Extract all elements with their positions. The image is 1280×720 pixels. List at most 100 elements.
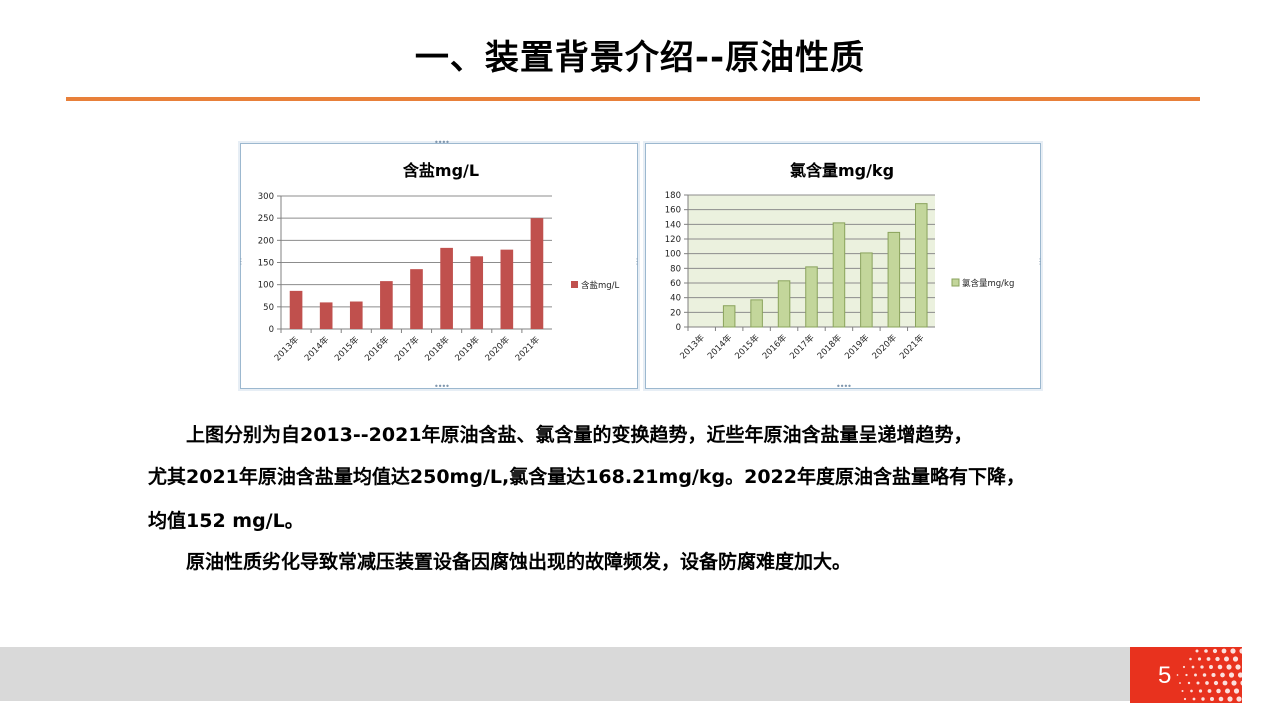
- footer-bar: [0, 647, 1130, 701]
- bar-2021年: [530, 218, 544, 329]
- bar-2020年: [887, 231, 901, 328]
- resize-handle-left[interactable]: ⋮: [237, 257, 245, 266]
- y-tick-label-5: 100: [665, 250, 681, 260]
- x-tick-label-6: 2019年: [453, 334, 482, 363]
- legend-label: 含盐mg/L: [581, 280, 620, 291]
- dot: [1227, 696, 1233, 702]
- paragraph-1-line-2: 尤其2021年原油含盐量均值达250mg/L,氯含量达168.21mg/kg。2…: [148, 466, 1025, 488]
- dot: [1240, 680, 1242, 686]
- dot: [1181, 689, 1184, 693]
- x-tick-label-8: 2021年: [513, 334, 542, 363]
- x-tick-label-5: 2018年: [423, 334, 452, 363]
- y-tick-label-1: 50: [263, 303, 274, 313]
- dot: [1215, 656, 1220, 662]
- x-tick-label-6: 2019年: [842, 332, 871, 361]
- dot: [1228, 672, 1235, 678]
- dot: [1221, 648, 1227, 654]
- x-tick-label-3: 2016年: [760, 332, 789, 361]
- dot: [1239, 648, 1242, 654]
- resize-handle-right[interactable]: ⋮: [633, 257, 641, 266]
- dot: [1218, 696, 1224, 702]
- dot: [1205, 681, 1209, 685]
- paragraph-1-line-3: 均值152 mg/L。: [148, 510, 304, 532]
- bar-2015年: [349, 301, 363, 329]
- dot: [1192, 697, 1196, 701]
- y-tick-label-3: 150: [258, 259, 274, 269]
- y-tick-label-6: 300: [258, 192, 274, 202]
- dot: [1207, 689, 1212, 693]
- dot: [1217, 664, 1223, 670]
- x-tick-label-8: 2021年: [897, 332, 926, 361]
- dot: [1231, 680, 1237, 686]
- dot: [1185, 673, 1188, 677]
- bar-2016年: [777, 280, 791, 328]
- resize-handle-right[interactable]: ⋮: [1036, 257, 1044, 266]
- dot: [1230, 648, 1236, 654]
- x-tick-label-4: 2017年: [393, 334, 422, 363]
- y-tick-label-7: 140: [665, 220, 681, 230]
- dot: [1222, 680, 1228, 686]
- bar-2019年: [860, 252, 873, 328]
- x-tick-label-4: 2017年: [788, 332, 817, 361]
- bar-2021年: [915, 203, 928, 328]
- dot: [1196, 681, 1200, 685]
- paragraph-1-line-1: 上图分别为自2013--2021年原油含盐、氯含量的变换趋势，近些年原油含盐量呈…: [186, 424, 973, 446]
- x-tick-label-7: 2020年: [870, 332, 899, 361]
- dot: [1182, 665, 1186, 669]
- bar-2015年: [750, 299, 763, 328]
- dot: [1179, 682, 1181, 684]
- legend-label: 氯含量mg/kg: [962, 278, 1014, 289]
- x-tick-label-0: 2013年: [272, 334, 301, 363]
- dot: [1237, 672, 1242, 678]
- dot: [1226, 664, 1232, 670]
- dot: [1210, 697, 1214, 701]
- y-tick-label-2: 100: [258, 281, 274, 291]
- bar-2017年: [805, 266, 818, 328]
- dot: [1216, 688, 1221, 694]
- dot: [1194, 673, 1197, 677]
- bar-2018年: [832, 222, 846, 328]
- bar-2020年: [500, 249, 514, 329]
- dot: [1190, 689, 1193, 693]
- legend-swatch: [571, 281, 578, 288]
- dot: [1204, 649, 1208, 653]
- x-tick-label-3: 2016年: [362, 334, 391, 363]
- dot: [1211, 672, 1216, 678]
- bar-2019年: [470, 256, 484, 329]
- y-tick-label-1: 20: [670, 308, 681, 318]
- dot: [1183, 697, 1187, 701]
- y-tick-label-0: 0: [676, 323, 681, 333]
- y-tick-label-8: 160: [665, 206, 681, 216]
- title-underline: [66, 97, 1200, 101]
- dot: [1198, 689, 1203, 693]
- x-tick-label-2: 2015年: [332, 334, 361, 363]
- dot: [1209, 665, 1213, 669]
- bar-2013年: [289, 290, 303, 329]
- legend-swatch: [951, 278, 960, 287]
- dot: [1191, 665, 1195, 669]
- x-tick-label-7: 2020年: [483, 334, 512, 363]
- dot: [1189, 657, 1192, 661]
- paragraph-2: 原油性质劣化导致常减压装置设备因腐蚀出现的故障频发，设备防腐难度加大。: [186, 551, 852, 573]
- dot: [1213, 680, 1219, 686]
- dot: [1187, 681, 1191, 685]
- chart-title: 含盐mg/L: [403, 161, 479, 180]
- slide-title: 一、装置背景介绍--原油性质: [414, 38, 866, 78]
- y-tick-label-2: 40: [670, 294, 681, 304]
- x-tick-label-0: 2013年: [678, 332, 707, 361]
- bar-2018年: [440, 247, 453, 329]
- resize-handle-bottom[interactable]: ••••: [434, 382, 450, 391]
- chart-title: 氯含量mg/kg: [790, 161, 894, 180]
- resize-handle-top[interactable]: ••••: [434, 138, 450, 147]
- bar-2014年: [722, 305, 736, 328]
- bar-2017年: [410, 269, 423, 329]
- salt-chart-frame[interactable]: 含盐mg/L 0 50 100 150 200 250 300 2013年 2014年 2015年 2…: [237, 139, 641, 391]
- y-tick-label-4: 200: [258, 236, 274, 246]
- dot: [1202, 673, 1207, 677]
- resize-handle-bottom[interactable]: ••••: [836, 382, 852, 391]
- bar-2016年: [380, 281, 393, 329]
- chlorine-chart-frame[interactable]: 氯含量mg/kg 0 20 40 60 80 100 120 140 160 180 2013年 201…: [645, 143, 1044, 391]
- dot: [1195, 649, 1199, 653]
